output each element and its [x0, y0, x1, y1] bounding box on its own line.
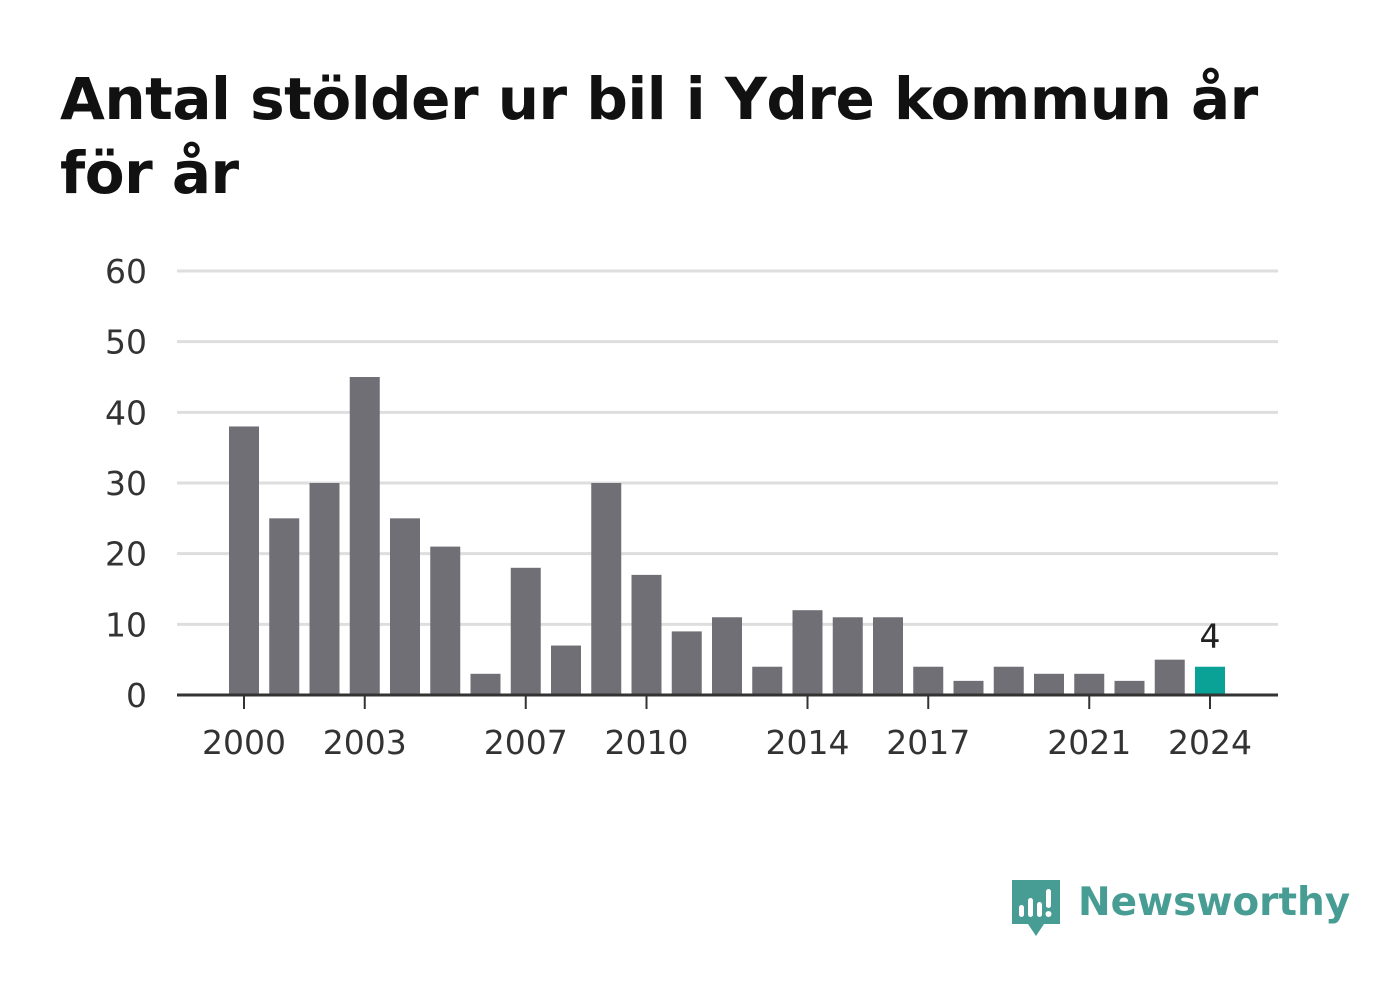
- y-axis-labels: 0 10 20 30 40 50 60: [105, 252, 147, 715]
- bar-2003: [349, 377, 380, 695]
- bar-2023: [1154, 659, 1185, 695]
- bar-2006: [470, 673, 501, 695]
- bar-2020: [1034, 673, 1064, 695]
- bar-2002: [309, 483, 340, 695]
- chart-title: Antal stölder ur bil i Ydre kommun år fö…: [60, 65, 1258, 207]
- grid-lines: [177, 269, 1278, 626]
- bar-2009: [591, 483, 622, 695]
- bar-2022: [1114, 680, 1145, 695]
- bar-2015: [832, 617, 863, 695]
- bar-2000: [229, 426, 259, 695]
- brand-name: Newsworthy: [1078, 880, 1351, 925]
- bar-2013: [752, 666, 783, 695]
- bar-2021: [1074, 673, 1105, 695]
- y-tick-label-0: 0: [126, 676, 147, 715]
- bar-2005: [430, 546, 461, 695]
- y-tick-label-10: 10: [105, 605, 147, 644]
- bar-2012: [712, 617, 742, 695]
- bars: [229, 377, 1225, 695]
- bar-2016: [873, 617, 903, 695]
- bar-2011: [671, 631, 702, 695]
- y-tick-label-60: 60: [105, 252, 147, 291]
- data-label-2024: 4: [1200, 617, 1221, 656]
- x-tick-label-2000: 2000: [202, 723, 286, 762]
- bar-2008: [551, 645, 581, 695]
- x-axis-labels: 2000 2003 2007 2010 2014 2017 2021 2024: [202, 723, 1252, 762]
- bar-2010: [631, 574, 662, 695]
- newsworthy-logo[interactable]: Newsworthy: [1010, 878, 1350, 940]
- x-tick-label-2017: 2017: [886, 723, 970, 762]
- bar-2001: [269, 518, 300, 695]
- x-tick-label-2021: 2021: [1047, 723, 1131, 762]
- y-tick-label-20: 20: [105, 535, 147, 574]
- bar-2018: [953, 680, 984, 695]
- x-tick-label-2003: 2003: [323, 723, 407, 762]
- y-tick-label-50: 50: [105, 323, 147, 362]
- bar-2007: [510, 567, 541, 695]
- bar-2024: [1195, 666, 1225, 695]
- x-tick-label-2007: 2007: [484, 723, 568, 762]
- x-axis: [177, 693, 1278, 709]
- bar-2014: [792, 610, 823, 695]
- bar-2019: [993, 666, 1024, 695]
- y-tick-label-40: 40: [105, 393, 147, 432]
- y-tick-label-30: 30: [105, 464, 147, 503]
- x-tick-label-2024: 2024: [1168, 723, 1252, 762]
- bar-2004: [390, 518, 420, 695]
- x-tick-label-2010: 2010: [605, 723, 689, 762]
- newsworthy-bar-chart-icon: [1012, 880, 1060, 936]
- x-tick-label-2014: 2014: [766, 723, 850, 762]
- bar-2017: [913, 666, 944, 695]
- data-labels: 4: [1200, 617, 1221, 656]
